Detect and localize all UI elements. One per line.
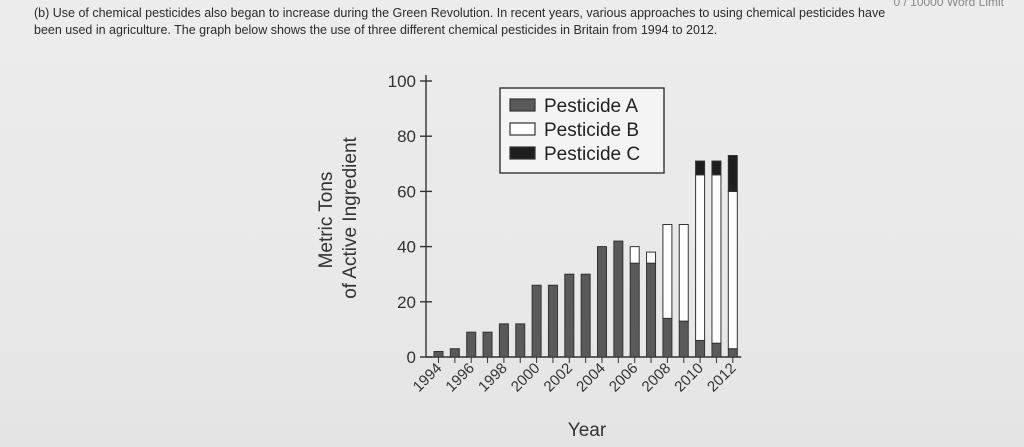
- bar-segment: [646, 251, 657, 264]
- bar-segment: [678, 224, 689, 322]
- y-axis-title-line-1: Metric Tons: [316, 172, 337, 269]
- chart-bars: [433, 155, 738, 358]
- x-tick-label: 2006: [606, 360, 642, 396]
- bar-segment: [695, 339, 706, 358]
- y-axis-title-line-2: of Active Ingredient: [340, 136, 361, 298]
- y-tick-label: 0: [407, 348, 416, 367]
- bar-segment: [711, 342, 722, 358]
- question-text: (b) Use of chemical pesticides also bega…: [34, 5, 1009, 39]
- y-tick-label: 20: [397, 293, 416, 312]
- bar-segment: [629, 246, 640, 264]
- bar-segment: [564, 273, 575, 358]
- bar-segment: [580, 273, 591, 358]
- bar-segment: [727, 348, 738, 358]
- bar-segment: [613, 240, 624, 358]
- x-tick-label: 1996: [442, 360, 478, 396]
- x-tick-label: 2010: [671, 360, 707, 396]
- bar-segment: [727, 190, 738, 350]
- x-tick-label: 1998: [475, 360, 511, 396]
- bar-segment: [515, 323, 526, 358]
- bar-segment: [711, 160, 722, 176]
- y-tick-label: 40: [397, 238, 416, 257]
- x-axis-title: Year: [568, 420, 607, 441]
- x-tick-label: 2000: [508, 360, 544, 396]
- x-tick-label: 2008: [639, 360, 675, 396]
- x-tick-label: 2004: [573, 360, 609, 396]
- legend-label: Pesticide C: [544, 144, 640, 165]
- y-tick-label: 60: [397, 182, 416, 201]
- y-tick-label: 100: [388, 72, 416, 91]
- legend-label: Pesticide B: [544, 120, 639, 141]
- bar-segment: [646, 262, 657, 358]
- bar-segment: [695, 174, 706, 341]
- legend-label: Pesticide A: [544, 96, 638, 117]
- bar-segment: [449, 348, 460, 358]
- bar-segment: [433, 350, 444, 358]
- word-limit-counter: 0 / 10000 Word Limit: [893, 0, 1004, 9]
- bar-segment: [662, 224, 673, 319]
- bar-segment: [531, 284, 542, 358]
- bar-segment: [547, 284, 558, 358]
- legend-swatch: [509, 122, 536, 136]
- chart-legend: Pesticide A Pesticide B Pesticide C: [499, 87, 665, 174]
- legend-swatch: [509, 146, 536, 160]
- bar-segment: [482, 331, 493, 358]
- x-tick-label: 2012: [704, 360, 740, 396]
- question-line-1: (b) Use of chemical pesticides also bega…: [34, 6, 886, 20]
- bar-segment: [597, 246, 607, 358]
- x-tick-label: 2002: [541, 360, 577, 396]
- bar-segment: [662, 317, 673, 358]
- bar-segment: [678, 320, 689, 358]
- bar-segment: [498, 323, 509, 358]
- bar-segment: [695, 160, 706, 176]
- legend-swatch: [509, 98, 536, 112]
- bar-segment: [727, 155, 738, 192]
- bar-segment: [711, 174, 722, 344]
- question-line-2: been used in agriculture. The graph belo…: [34, 23, 718, 37]
- bar-segment: [466, 331, 477, 358]
- y-tick-label: 80: [397, 127, 416, 146]
- bar-segment: [629, 262, 640, 358]
